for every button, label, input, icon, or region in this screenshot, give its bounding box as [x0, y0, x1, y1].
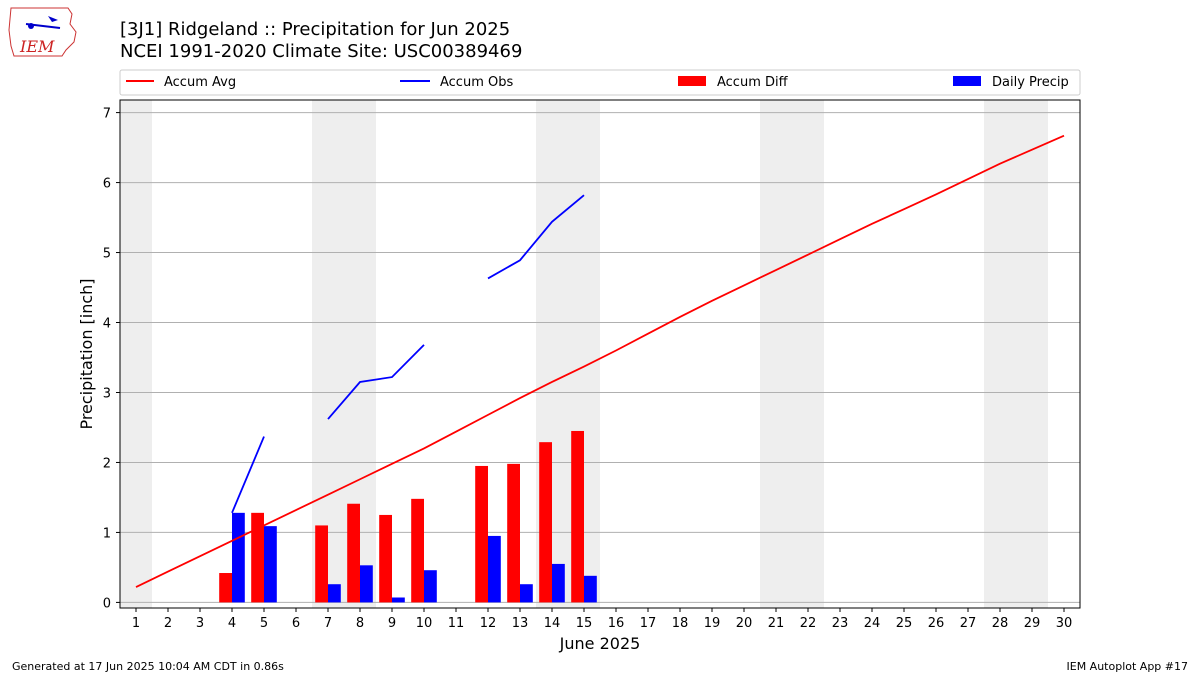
daily-precip-bar	[392, 597, 405, 603]
x-tick-label: 5	[260, 616, 268, 631]
x-tick-label: 17	[640, 616, 657, 631]
accum-diff-bar	[539, 442, 552, 603]
daily-precip-bar	[520, 584, 533, 603]
daily-precip-bar	[232, 512, 245, 603]
accum-diff-bar	[219, 573, 232, 603]
weekend-band	[1016, 100, 1048, 608]
accum-obs-line-segment	[487, 194, 585, 280]
x-tick-label: 20	[736, 616, 753, 631]
x-tick-label: 22	[800, 616, 817, 631]
legend: Accum Avg Accum Obs Accum Diff Daily Pre…	[119, 69, 1081, 96]
y-tick-label: 5	[103, 247, 111, 262]
chart-title: [3J1] Ridgeland :: Precipitation for Jun…	[120, 19, 510, 40]
y-tick-label: 2	[103, 456, 111, 471]
chart-subtitle: NCEI 1991-2020 Climate Site: USC00389469	[120, 41, 522, 62]
x-tick-label: 29	[1024, 616, 1041, 631]
daily-precip-bar	[424, 570, 437, 603]
bar-series	[219, 430, 597, 603]
y-axis-ticks: 0 1 2 3 4 5 6 7	[103, 107, 120, 611]
weekend-band	[984, 100, 1016, 608]
x-tick-label: 9	[388, 616, 396, 631]
y-tick-label: 0	[103, 596, 111, 611]
plot-frame	[119, 99, 1081, 609]
accum-diff-bar	[411, 498, 424, 603]
legend-accum-obs-label: Accum Obs	[440, 75, 513, 90]
iem-logo: IEM	[8, 7, 77, 57]
y-tick-label: 1	[103, 526, 111, 541]
x-tick-label: 11	[448, 616, 465, 631]
daily-precip-bar	[488, 535, 501, 603]
daily-precip-bar	[264, 526, 277, 603]
x-tick-label: 24	[864, 616, 881, 631]
logo-wind-vane-icon	[48, 16, 58, 22]
accum-obs-line-segment	[327, 344, 425, 420]
y-tick-label: 6	[103, 177, 111, 192]
weekend-band	[792, 100, 824, 608]
x-tick-label: 4	[228, 616, 236, 631]
logo-text: IEM	[19, 37, 55, 56]
x-tick-label: 18	[672, 616, 689, 631]
x-tick-label: 1	[132, 616, 140, 631]
weekend-band	[120, 100, 152, 608]
y-axis-label: Precipitation [inch]	[77, 278, 96, 429]
footer-generated: Generated at 17 Jun 2025 10:04 AM CDT in…	[12, 660, 284, 673]
daily-precip-bar	[360, 565, 373, 603]
weekend-band	[312, 100, 344, 608]
y-tick-label: 3	[103, 386, 111, 401]
accum-diff-bar	[347, 503, 360, 603]
legend-accum-avg-label: Accum Avg	[164, 75, 236, 90]
x-axis-label: June 2025	[559, 634, 641, 653]
x-tick-label: 15	[576, 616, 593, 631]
x-tick-label: 25	[896, 616, 913, 631]
x-tick-label: 14	[544, 616, 561, 631]
accum-diff-bar	[475, 465, 488, 603]
daily-precip-bar	[328, 584, 341, 603]
accum-obs-line-segment	[231, 436, 265, 514]
x-tick-label: 13	[512, 616, 529, 631]
weekend-band	[760, 100, 792, 608]
x-tick-label: 28	[992, 616, 1009, 631]
line-series	[135, 134, 1065, 588]
x-tick-label: 19	[704, 616, 721, 631]
legend-accum-diff-label: Accum Diff	[717, 75, 789, 90]
x-tick-label: 30	[1056, 616, 1073, 631]
accum-diff-bar	[571, 430, 584, 603]
logo-sensor-icon	[28, 23, 34, 29]
x-tick-label: 16	[608, 616, 625, 631]
legend-daily-precip-label: Daily Precip	[992, 75, 1069, 90]
y-tick-label: 7	[103, 107, 111, 122]
legend-daily-precip-swatch	[953, 76, 981, 86]
x-tick-label: 26	[928, 616, 945, 631]
accum-diff-bar	[379, 514, 392, 603]
x-tick-label: 23	[832, 616, 849, 631]
accum-avg-line	[135, 134, 1065, 588]
accum-diff-bar	[251, 512, 264, 603]
x-tick-label: 7	[324, 616, 332, 631]
daily-precip-bar	[584, 575, 597, 603]
accum-diff-bar	[507, 463, 520, 603]
daily-precip-bar	[552, 563, 565, 603]
accum-diff-bar	[315, 525, 328, 603]
legend-frame	[119, 69, 1081, 96]
y-tick-label: 4	[103, 317, 111, 332]
legend-accum-diff-swatch	[678, 76, 706, 86]
iowa-state-outline-icon	[8, 7, 77, 57]
x-tick-label: 21	[768, 616, 785, 631]
x-tick-label: 2	[164, 616, 172, 631]
x-tick-label: 10	[416, 616, 433, 631]
x-axis-ticks: 1 2 3 4 5 6 7 8 9 10 11 12 13 14 15 16 17 18 19 20 21 22 23 24 2…	[132, 608, 1072, 631]
gridlines	[120, 112, 1080, 603]
x-tick-label: 6	[292, 616, 300, 631]
x-tick-label: 12	[480, 616, 497, 631]
x-tick-label: 27	[960, 616, 977, 631]
x-tick-label: 3	[196, 616, 204, 631]
x-tick-label: 8	[356, 616, 364, 631]
footer-app: IEM Autoplot App #17	[1067, 660, 1189, 673]
